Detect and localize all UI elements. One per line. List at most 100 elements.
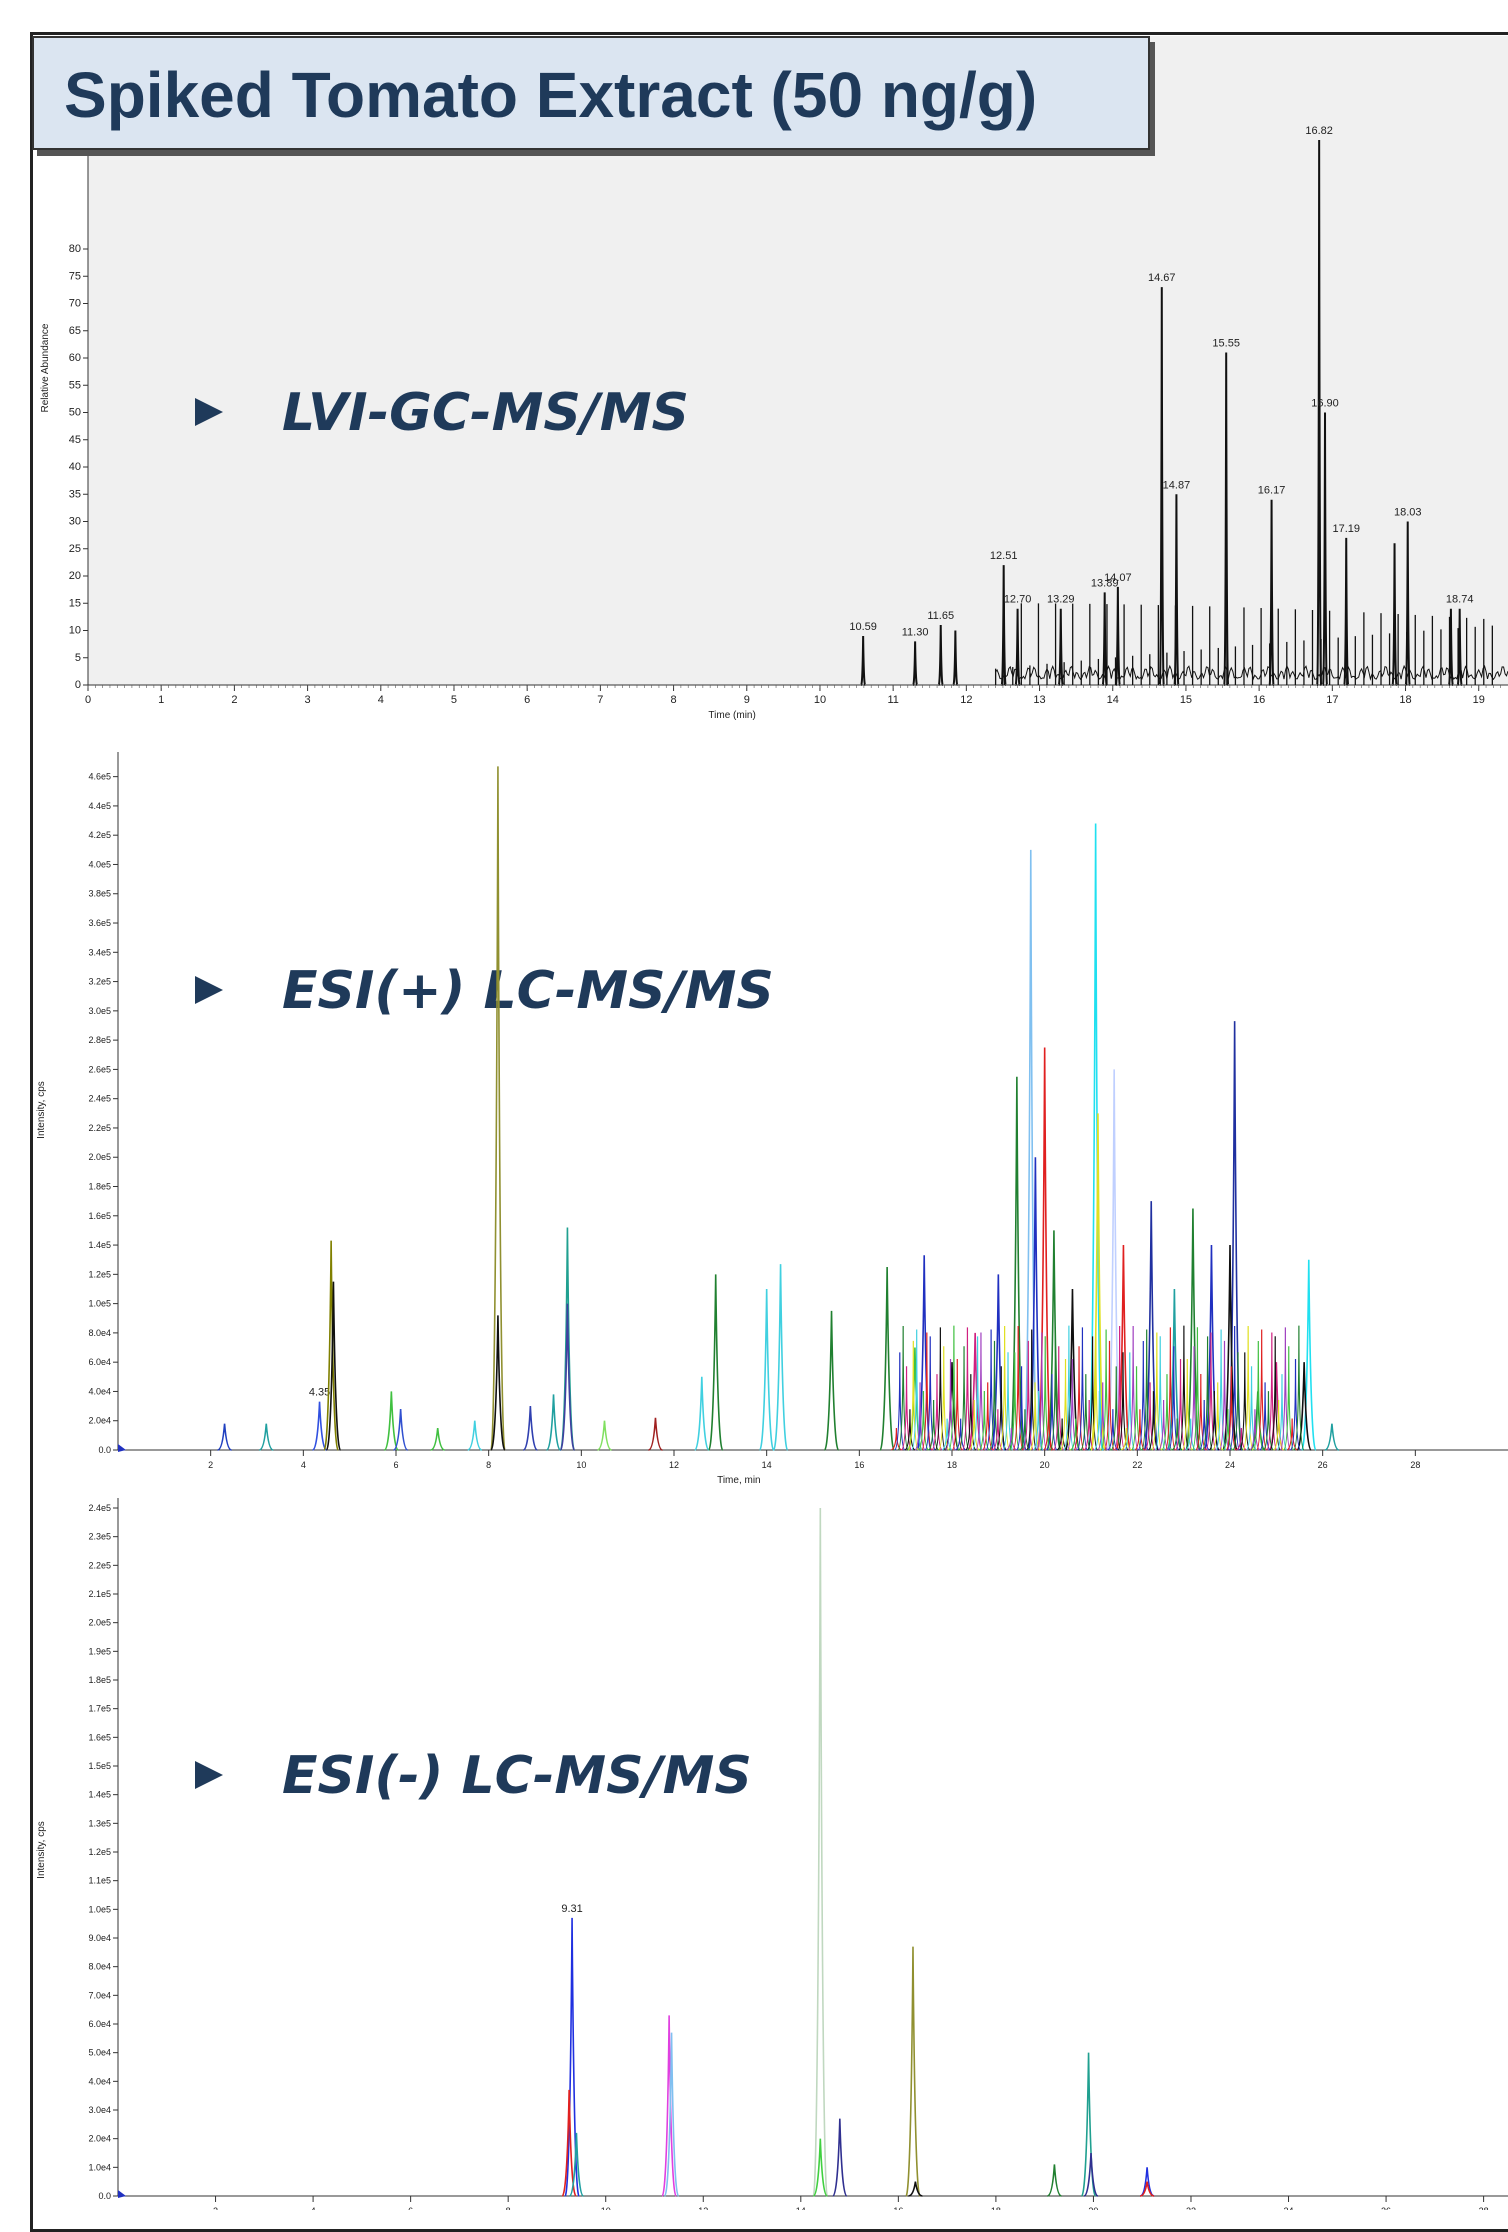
y-tick-label: 3.4e5 (88, 947, 111, 957)
x-tick-label: 22 (1132, 1460, 1142, 1470)
y-tick-label: 55 (69, 379, 81, 391)
x-tick-label: 14 (796, 2206, 806, 2210)
y-tick-label: 2.3e5 (88, 1532, 111, 1542)
y-tick-label: 25 (69, 543, 81, 555)
chromatogram-peak (383, 1391, 400, 1451)
chromatogram-peak (1161, 1374, 1173, 1451)
chromatogram-peak (1139, 2181, 1155, 2197)
peak-label: 11.65 (927, 610, 954, 622)
chromatogram-peak (1300, 1259, 1317, 1451)
chromatogram-peak (905, 1946, 921, 2197)
chromatogram-peak (1127, 1326, 1139, 1451)
x-tick-label: 16 (893, 2206, 903, 2210)
x-tick-label: 26 (1318, 1460, 1328, 1470)
peak-label: 16.17 (1258, 485, 1286, 497)
chromatogram-peak (663, 2032, 680, 2197)
chart-panel-2: 0.0 2.0e4 4.0e4 6.0e4 8.0e4 1.0e5 1.2e5 1.4e5 1.… (36, 752, 1508, 1486)
chromatogram-peak (648, 1417, 663, 1451)
title-box: Spiked Tomato Extract (50 ng/g) (32, 36, 1150, 150)
chromatogram-peak (1101, 592, 1108, 686)
chromatogram-peak (1000, 565, 1007, 686)
chromatogram-peak (1343, 537, 1350, 686)
chromatogram-peak (1158, 287, 1165, 686)
x-tick-label: 17 (1326, 694, 1338, 706)
y-tick-label: 4.4e5 (88, 801, 111, 811)
peak-label: 4.35 (309, 1387, 330, 1399)
peak-label: 12.51 (990, 550, 1018, 562)
chromatogram-peak (1043, 1399, 1055, 1451)
x-tick-label: 8 (486, 1460, 491, 1470)
y-tick-label: 35 (69, 488, 81, 500)
y-tick-label: 0.0 (98, 2191, 111, 2201)
chromatogram-peak (914, 1382, 926, 1451)
chromatogram-peak (1447, 608, 1454, 686)
chromatogram-peak (823, 1310, 840, 1451)
bullet-arrow-icon (195, 976, 223, 1004)
start-marker-icon (118, 1444, 126, 1452)
chromatogram-peak (1014, 608, 1021, 686)
y-tick-label: 2.4e5 (88, 1503, 111, 1513)
y-tick-label: 50 (69, 407, 81, 419)
y-tick-label: 7.0e4 (88, 1990, 111, 2000)
chromatogram-peak (559, 1227, 576, 1451)
chromatogram-peak (1033, 1391, 1044, 1451)
x-tick-label: 13 (1033, 694, 1045, 706)
chromatogram-peak (467, 1420, 483, 1451)
chromatogram-peak (772, 1264, 789, 1451)
x-tick-label: 28 (1410, 1460, 1420, 1470)
chromatogram-peak (1087, 823, 1104, 1451)
chromatogram-peak (812, 1507, 829, 2197)
chromatogram-peak (1029, 1382, 1041, 1451)
chromatogram-peak (952, 630, 959, 686)
chromatogram-peak (758, 1288, 775, 1451)
peak-label: 18.03 (1394, 507, 1422, 519)
chromatogram-peak (1266, 1332, 1278, 1451)
y-tick-label: 1.9e5 (88, 1646, 111, 1656)
chromatogram-peak (945, 1359, 956, 1451)
y-axis-label: Intensity, cps (36, 1821, 47, 1879)
chromatogram-peak (961, 1327, 973, 1451)
chromatogram-peak (941, 1418, 953, 1451)
method-label: ESI(-) LC-MS/MS (282, 1746, 752, 1806)
chromatogram-peak (1093, 1390, 1105, 1451)
peak-label: 18.74 (1446, 594, 1474, 606)
peak-label: 16.82 (1305, 125, 1333, 137)
chromatogram-peak (1391, 543, 1398, 686)
y-tick-label: 30 (69, 516, 81, 528)
y-tick-label: 2.1e5 (88, 1589, 111, 1599)
chromatogram-peak (1229, 1326, 1241, 1451)
chromatogram-peak (1268, 499, 1275, 686)
y-tick-label: 60 (69, 352, 81, 364)
chromatogram-peak (597, 1420, 612, 1451)
peak-label: 11.30 (902, 626, 929, 638)
x-tick-label: 22 (1186, 2206, 1196, 2210)
y-tick-label: 45 (69, 434, 81, 446)
x-tick-label: 20 (1040, 1460, 1050, 1470)
x-tick-label: 2 (231, 694, 237, 706)
y-tick-label: 4.0e4 (88, 1386, 111, 1396)
chromatogram-peak (1097, 1382, 1109, 1451)
x-tick-label: 8 (671, 694, 677, 706)
chromatogram-peak (967, 1332, 983, 1451)
chromatogram-peak (1057, 608, 1064, 686)
y-tick-label: 2.2e5 (88, 1123, 111, 1133)
x-tick-label: 24 (1225, 1460, 1235, 1470)
y-tick-label: 1.5e5 (88, 1761, 111, 1771)
x-tick-label: 24 (1284, 2206, 1294, 2210)
chromatogram-peak (1198, 1400, 1210, 1451)
x-tick-label: 1 (158, 694, 164, 706)
x-axis-label: Time, min (717, 1475, 761, 1486)
y-tick-label: 4.0e5 (88, 859, 111, 869)
x-tick-label: 7 (597, 694, 603, 706)
chromatogram-peak (1080, 2052, 1097, 2197)
x-tick-label: 2 (208, 1460, 213, 1470)
y-tick-label: 3.8e5 (88, 889, 111, 899)
y-axis-label: Relative Abundance (40, 323, 51, 412)
peak-label: 13.89 (1091, 577, 1119, 589)
y-tick-label: 1.0e5 (88, 1904, 111, 1914)
chromatogram-peak (430, 1427, 445, 1451)
chromatogram-peak (1073, 1346, 1085, 1451)
y-tick-label: 1.4e5 (88, 1240, 111, 1250)
y-tick-label: 65 (69, 325, 81, 337)
chromatogram-peak (904, 1409, 916, 1451)
